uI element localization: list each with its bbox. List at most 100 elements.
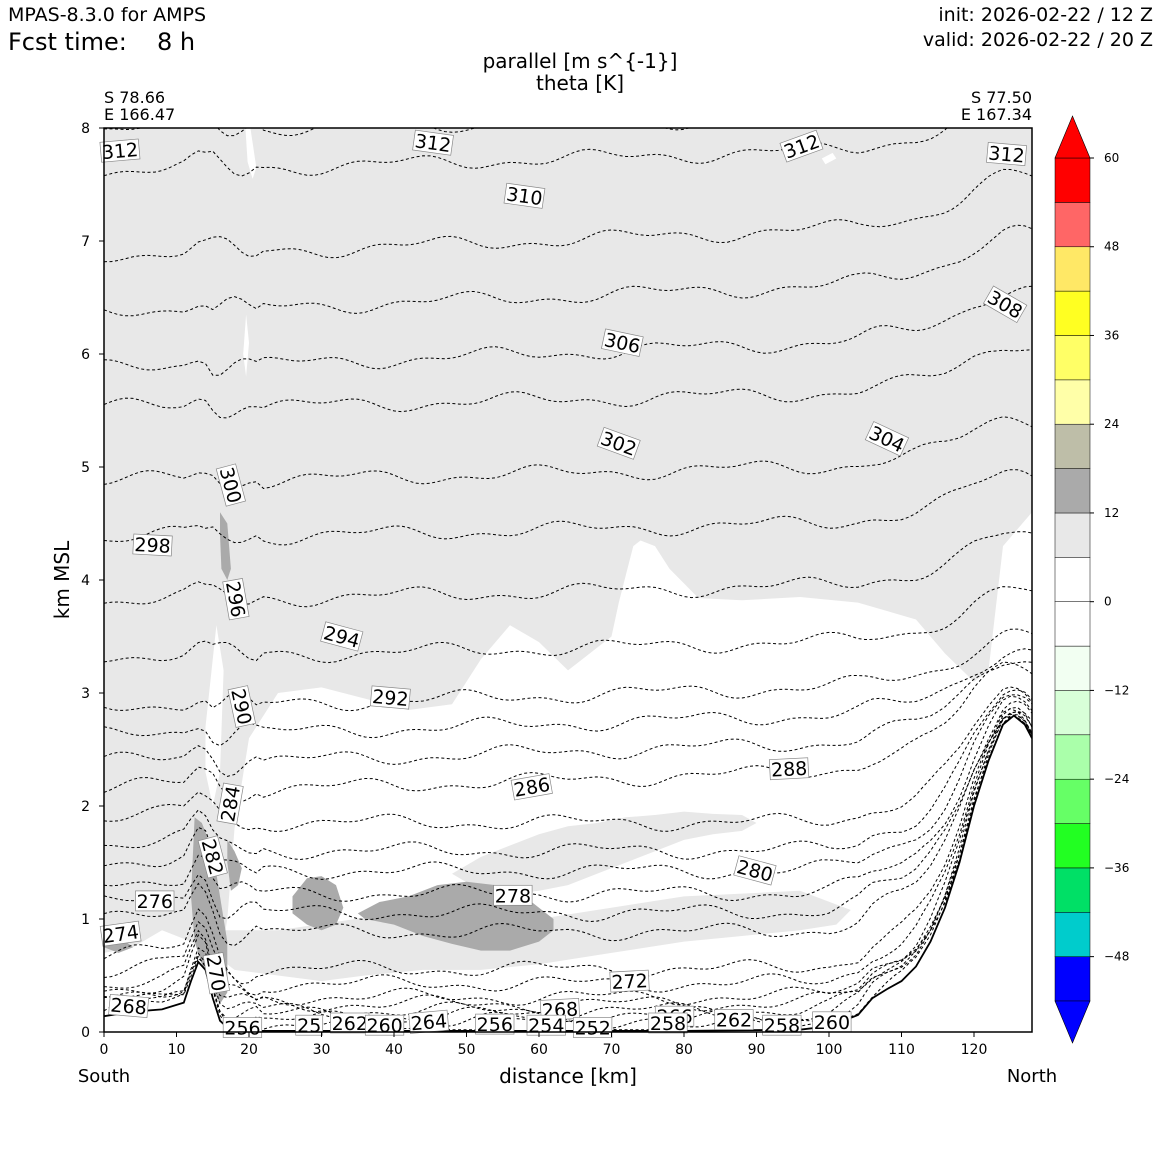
contour-label: 268 — [108, 993, 150, 1020]
contour-label-box — [986, 141, 1027, 167]
theta-contour-302 — [104, 349, 1032, 419]
colorbar-tick-label: 24 — [1104, 417, 1119, 431]
contour-label-box — [762, 1014, 802, 1036]
colorbar-segment — [1054, 601, 1091, 647]
contour-label-text: 312 — [101, 139, 139, 164]
contour-label-box — [135, 890, 175, 912]
contour-label: 258 — [648, 1012, 688, 1035]
contour-label-text: 256 — [224, 1018, 260, 1040]
colorbar-tick-label: 12 — [1104, 506, 1119, 520]
contour-label: 292 — [369, 685, 411, 711]
shading-light-grey-upper — [104, 128, 1032, 965]
theta-contour-282 — [104, 689, 1032, 861]
colorbar-segment — [1054, 202, 1091, 248]
theta-contour-280 — [104, 694, 1032, 880]
contour-label-text: 25 — [297, 1015, 321, 1037]
contour-label: 310 — [503, 182, 546, 210]
y-axis-label: km MSL — [50, 540, 74, 620]
x-tick-label: 40 — [385, 1042, 403, 1058]
theta-contour-270 — [104, 708, 1032, 996]
x-tick-label: 80 — [675, 1042, 693, 1058]
colorbar-segment — [1054, 335, 1091, 381]
contour-label-text: 256 — [477, 1014, 513, 1036]
contour-label-box — [197, 835, 228, 879]
contour-label-box — [864, 421, 910, 457]
colorbar-tick-label: 36 — [1104, 328, 1119, 342]
contour-label-text: 276 — [137, 891, 173, 913]
contour-label-box — [227, 685, 256, 728]
contour-label: 260 — [364, 1014, 405, 1037]
colorbar-segment — [1054, 468, 1091, 514]
contour-label-box — [320, 621, 364, 652]
colorbar-segment — [1054, 912, 1091, 957]
contour-label: 262 — [330, 1012, 370, 1035]
contour-label-text: 312 — [987, 142, 1025, 167]
shading-white-gap-upper — [245, 128, 257, 179]
shading-dark-grey-streak-1 — [227, 839, 242, 891]
x-tick-label: 0 — [100, 1042, 109, 1058]
contour-label: 252 — [573, 1017, 613, 1040]
colorbar-segment — [1054, 246, 1091, 292]
colorbar-segment — [1054, 157, 1091, 203]
start-lat: S 78.66 — [104, 88, 166, 107]
y-tick-label: 1 — [81, 912, 90, 928]
contour-label-box — [714, 1009, 754, 1030]
end-lat: S 77.50 — [970, 88, 1032, 107]
x-tick-label: 50 — [458, 1042, 476, 1058]
x-tick-label: 90 — [748, 1042, 766, 1058]
colorbar-tick-label: −24 — [1104, 772, 1129, 786]
colorbar-segment — [1054, 512, 1091, 558]
theta-contour-286 — [104, 661, 1032, 803]
colorbar-segment — [1054, 823, 1091, 869]
colorbar-tick-label: 0 — [1104, 595, 1112, 609]
contour-label-text: 298 — [134, 534, 171, 558]
contour-label-text: 258 — [650, 1013, 686, 1035]
theta-contour-294 — [104, 586, 1032, 664]
colorbar-tick-label: 60 — [1104, 151, 1119, 165]
colorbar-segment — [1054, 778, 1091, 824]
contour-label-box — [364, 1014, 405, 1036]
x-tick-label: 120 — [961, 1042, 988, 1058]
colorbar: 60 48 36 24 12 0 −12 −24 −36 −48 — [1054, 115, 1129, 1044]
contour-label: 298 — [132, 533, 173, 558]
x-axis-label: distance [km] — [499, 1064, 637, 1088]
shading-white-gap-top-right — [821, 152, 837, 165]
x-tick-label: 10 — [168, 1042, 186, 1058]
contour-label-text: 292 — [371, 686, 409, 711]
shading-dark-grey-streak-2 — [220, 512, 231, 580]
y-tick-label: 4 — [81, 573, 90, 589]
chart-title-line1: parallel [m s^{-1}] — [482, 49, 678, 73]
colorbar-under-arrow — [1054, 1000, 1091, 1044]
contour-label-box — [202, 952, 230, 995]
contour-label-text: 252 — [575, 1018, 611, 1040]
contour-label-text: 260 — [366, 1015, 402, 1037]
shading-light-grey-plume — [452, 811, 757, 895]
theta-contour-300 — [104, 416, 1032, 490]
contour-label-box — [601, 328, 644, 357]
x-tick-label: 30 — [313, 1042, 331, 1058]
contour-label-box — [768, 757, 810, 781]
contour-label: 256 — [475, 1013, 515, 1036]
theta-contour-274 — [104, 710, 1032, 947]
colorbar-tick-label: 48 — [1104, 240, 1119, 254]
contour-label-box — [510, 773, 553, 801]
start-lon: E 166.47 — [104, 105, 176, 124]
theta-contour-272 — [104, 715, 1032, 985]
contour-label-text: 312 — [413, 130, 452, 157]
y-tick-label: 2 — [81, 799, 90, 815]
colorbar-segment — [1054, 690, 1091, 736]
theta-contour-268 — [104, 706, 1032, 1007]
contour-label-box — [99, 920, 142, 947]
contour-label: 312 — [779, 129, 824, 164]
contour-label-text: 262 — [716, 1010, 752, 1032]
shading-dark-grey-blob — [292, 876, 344, 931]
contour-label-box — [983, 285, 1028, 324]
chart-title-line2: theta [K] — [536, 71, 624, 95]
contour-label: 258 — [762, 1014, 802, 1037]
x-tick-label: 60 — [530, 1042, 548, 1058]
contour-label-text: 310 — [505, 183, 544, 210]
colorbar-segment — [1054, 734, 1091, 780]
contour-label: 256 — [222, 1017, 263, 1040]
y-tick-label: 3 — [81, 686, 90, 702]
contour-label-box — [648, 1012, 688, 1034]
